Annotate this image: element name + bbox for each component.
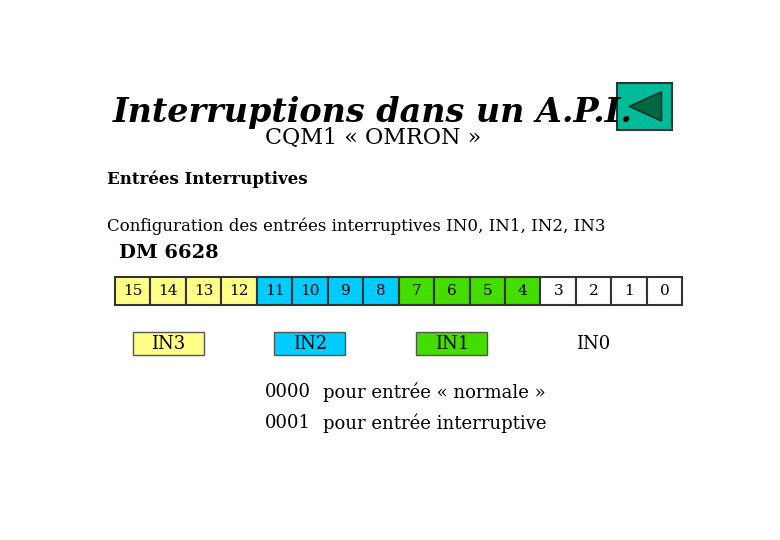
Bar	[541, 278, 576, 305]
Text: 7: 7	[412, 284, 421, 298]
Text: pour entrée « normale »: pour entrée « normale »	[323, 382, 545, 402]
Text: Interruptions dans un A.P.I.: Interruptions dans un A.P.I.	[113, 96, 633, 129]
Text: IN2: IN2	[292, 335, 327, 353]
Bar	[222, 278, 257, 305]
Text: DM 6628: DM 6628	[119, 245, 218, 262]
Text: 8: 8	[376, 284, 385, 298]
Bar	[647, 278, 682, 305]
Bar	[257, 278, 292, 305]
Text: 14: 14	[158, 284, 178, 298]
Text: IN3: IN3	[151, 335, 185, 353]
Text: 6: 6	[447, 284, 456, 298]
Text: 2: 2	[589, 284, 598, 298]
Text: IN0: IN0	[576, 335, 611, 353]
Text: 15: 15	[123, 284, 142, 298]
Text: 1: 1	[624, 284, 634, 298]
Bar	[470, 278, 505, 305]
Bar	[399, 278, 434, 305]
Text: 0000: 0000	[265, 383, 311, 401]
Text: pour entrée interruptive: pour entrée interruptive	[323, 413, 546, 433]
Text: 0: 0	[660, 284, 669, 298]
Text: 9: 9	[341, 284, 350, 298]
Text: IN1: IN1	[434, 335, 469, 353]
Polygon shape	[629, 92, 661, 121]
Text: 13: 13	[194, 284, 213, 298]
Bar	[186, 278, 222, 305]
Bar	[612, 278, 647, 305]
Bar	[151, 278, 186, 305]
Text: 11: 11	[264, 284, 284, 298]
Text: 10: 10	[300, 284, 320, 298]
Text: 3: 3	[553, 284, 563, 298]
Text: 12: 12	[229, 284, 249, 298]
Bar	[505, 278, 541, 305]
Bar	[434, 278, 470, 305]
Text: Entrées Interruptives: Entrées Interruptives	[107, 170, 308, 187]
Bar	[328, 278, 363, 305]
Text: Configuration des entrées interruptives IN0, IN1, IN2, IN3: Configuration des entrées interruptives …	[107, 218, 605, 235]
Bar	[292, 278, 328, 305]
Bar	[275, 332, 346, 355]
Bar	[133, 332, 204, 355]
Text: 4: 4	[518, 284, 527, 298]
Bar	[363, 278, 399, 305]
Bar	[115, 278, 151, 305]
Bar	[617, 83, 672, 130]
Bar	[576, 278, 612, 305]
Text: CQM1 « OMRON »: CQM1 « OMRON »	[264, 127, 481, 149]
Bar	[417, 332, 488, 355]
Text: 0001: 0001	[265, 414, 311, 432]
Text: 5: 5	[483, 284, 492, 298]
